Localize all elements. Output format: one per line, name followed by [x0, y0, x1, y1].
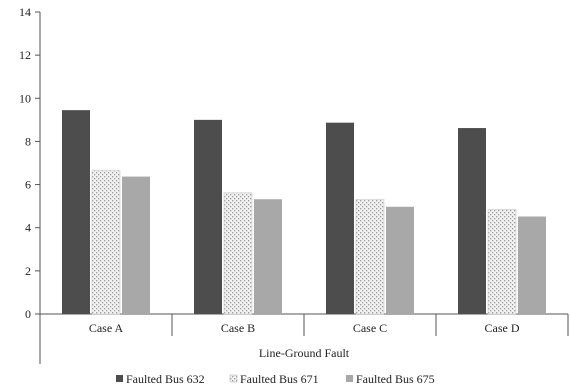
bar-faulted-bus-671-case-a — [91, 170, 121, 315]
x-category-label: Case D — [485, 321, 520, 335]
bar-faulted-bus-675-case-b — [254, 199, 282, 314]
bar-faulted-bus-671-case-c — [355, 198, 385, 315]
bar-faulted-bus-632-case-d — [458, 128, 486, 314]
y-tick-label: 2 — [25, 264, 31, 278]
y-tick-label: 8 — [25, 134, 31, 148]
y-tick-label: 0 — [25, 307, 31, 321]
x-category-label: Case A — [89, 321, 124, 335]
bar-faulted-bus-675-case-c — [386, 206, 414, 314]
x-axis-title: Line-Ground Fault — [259, 346, 350, 360]
bar-faulted-bus-632-case-a — [62, 110, 90, 315]
x-category-label: Case B — [221, 321, 255, 335]
bar-faulted-bus-675-case-d — [518, 216, 546, 314]
legend-swatch — [346, 375, 353, 382]
bars — [62, 110, 546, 315]
bar-faulted-bus-675-case-a — [122, 176, 150, 314]
legend-swatch — [116, 375, 123, 382]
x-category-label: Case C — [353, 321, 387, 335]
legend-label: Faulted Bus 675 — [356, 372, 435, 386]
bar-faulted-bus-671-case-d — [487, 209, 517, 315]
legend-label: Faulted Bus 632 — [126, 372, 205, 386]
legend-swatch — [229, 374, 238, 383]
y-tick-label: 4 — [25, 221, 31, 235]
bar-faulted-bus-632-case-c — [326, 122, 354, 314]
y-tick-label: 14 — [19, 5, 31, 19]
y-tick-label: 12 — [19, 48, 31, 62]
bar-faulted-bus-671-case-b — [223, 192, 253, 315]
bar-faulted-bus-632-case-b — [194, 119, 222, 314]
legend-label: Faulted Bus 671 — [240, 372, 319, 386]
legend: Faulted Bus 632 Faulted Bus 671 Faulted Bu… — [116, 372, 435, 386]
y-tick-label: 6 — [25, 178, 31, 192]
axis-labels: Line-Ground Fault — [259, 346, 350, 360]
y-tick-label: 10 — [19, 91, 31, 105]
